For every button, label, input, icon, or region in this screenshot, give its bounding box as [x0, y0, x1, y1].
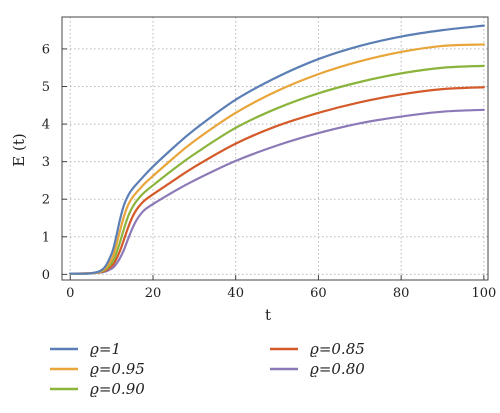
x-tick-label: 100 — [471, 286, 496, 301]
series-line-4 — [69, 86, 485, 275]
series-lines — [69, 24, 485, 275]
y-tick-label: 0 — [42, 268, 50, 283]
legend: ϱ=1 ϱ=0.95 ϱ=0.90 ϱ=0.85 ϱ=0.80 — [50, 340, 365, 398]
grid-lines — [62, 17, 488, 280]
y-axis-label: E (t) — [10, 133, 28, 166]
series-line-5 — [69, 108, 485, 275]
y-tick-label: 5 — [42, 80, 50, 95]
series-line-1 — [69, 24, 485, 275]
legend-label: ϱ=0.85 — [310, 340, 365, 358]
x-tick-label: 0 — [66, 286, 74, 301]
axis-ticks: 0 20 40 60 80 100 0 1 2 3 4 5 6 — [42, 42, 497, 301]
y-tick-label: 6 — [42, 42, 50, 57]
y-tick-label: 3 — [42, 155, 50, 170]
x-axis-label: t — [265, 306, 271, 324]
series-line-3 — [69, 64, 485, 275]
plot-frame — [61, 16, 489, 281]
y-tick-label: 4 — [42, 118, 50, 133]
series-line-2 — [69, 43, 485, 275]
x-tick-label: 20 — [145, 286, 162, 301]
x-tick-label: 80 — [393, 286, 410, 301]
legend-label: ϱ=0.95 — [90, 360, 145, 378]
x-tick-label: 40 — [227, 286, 244, 301]
legend-label: ϱ=1 — [90, 340, 121, 358]
y-tick-label: 2 — [42, 193, 50, 208]
legend-label: ϱ=0.90 — [90, 380, 145, 398]
legend-label: ϱ=0.80 — [310, 360, 365, 378]
y-tick-label: 1 — [42, 230, 50, 245]
x-tick-label: 60 — [310, 286, 327, 301]
